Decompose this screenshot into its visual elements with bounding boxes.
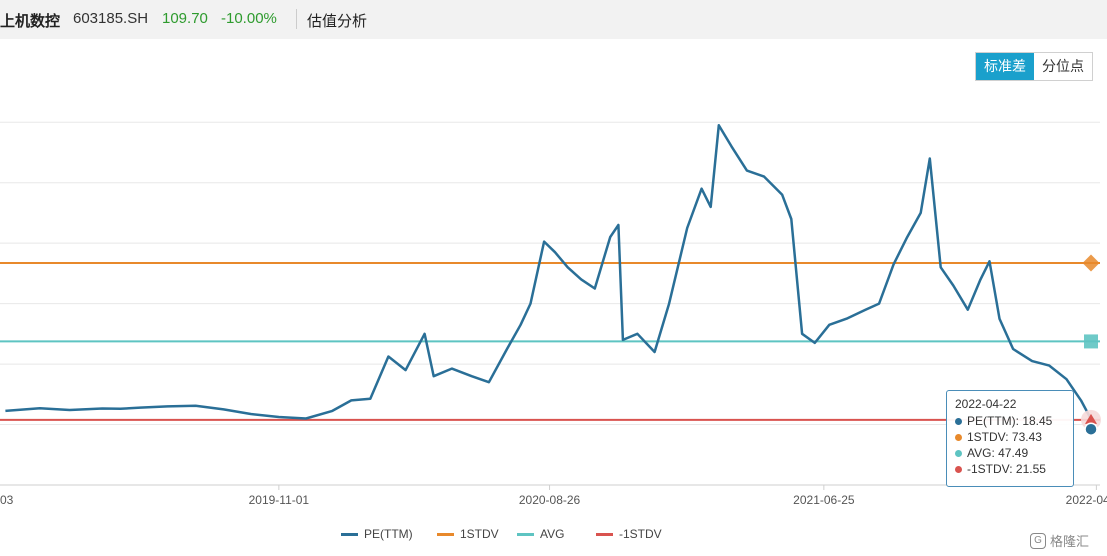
stock-name: 上机数控	[0, 13, 61, 30]
tooltip-row-avg: AVG: 47.49	[955, 445, 1065, 461]
x-tick-label: 2021-06-25	[793, 493, 855, 507]
stock-change: -10.00%	[221, 10, 277, 27]
watermark: G 格隆汇	[1030, 531, 1089, 550]
dot-icon	[955, 433, 962, 441]
legend-label: PE(TTM)	[364, 527, 413, 541]
legend-label: -1STDV	[619, 527, 662, 541]
series-line-pe	[5, 124, 1098, 430]
tooltip-value: -1STDV: 21.55	[967, 462, 1046, 476]
legend-swatch	[596, 532, 613, 536]
header-divider	[296, 9, 297, 29]
percentile-button[interactable]: 分位点	[1034, 53, 1092, 80]
marker-plus1	[1082, 254, 1100, 272]
tooltip-value: AVG: 47.49	[967, 446, 1029, 460]
legend-item-avg[interactable]: AVG	[517, 527, 564, 541]
chart-legend: PE(TTM) 1STDV AVG -1STDV	[0, 527, 1107, 547]
watermark-text: 格隆汇	[1050, 534, 1090, 549]
x-tick-label: 2022-04-22	[1066, 493, 1107, 507]
marker-pe	[1084, 422, 1098, 436]
legend-swatch	[517, 532, 534, 536]
legend-label: 1STDV	[460, 527, 499, 541]
dot-icon	[955, 449, 962, 457]
tooltip-value: 1STDV: 73.43	[967, 430, 1042, 444]
legend-label: AVG	[540, 527, 565, 541]
legend-item-plus1[interactable]: 1STDV	[437, 527, 499, 541]
legend-item-pe[interactable]: PE(TTM)	[341, 527, 413, 541]
x-tick-label: 2020-08-26	[519, 493, 581, 507]
legend-swatch	[437, 532, 454, 536]
std-dev-button[interactable]: 标准差	[976, 53, 1034, 80]
mode-toggle: 标准差 分位点	[975, 52, 1093, 81]
tooltip-date: 2022-04-22	[955, 397, 1017, 411]
tooltip-value: PE(TTM): 18.45	[967, 414, 1053, 428]
tooltip-row-pe: PE(TTM): 18.45	[955, 413, 1065, 429]
legend-swatch	[341, 532, 358, 536]
dot-icon	[955, 417, 962, 425]
logo-icon: G	[1030, 532, 1046, 549]
stock-price: 109.70	[162, 10, 208, 27]
tooltip-row-minus1: -1STDV: 21.55	[955, 461, 1065, 477]
header-bar: 上机数控 603185.SH 109.70 -10.00% 估值分析	[0, 0, 1107, 39]
marker-avg	[1084, 334, 1098, 349]
marker-minus1	[1085, 413, 1097, 424]
legend-item-minus1[interactable]: -1STDV	[596, 527, 662, 541]
chart-tooltip: 2022-04-22 PE(TTM): 18.45 1STDV: 73.43 A…	[946, 390, 1074, 487]
stock-code: 603185.SH	[73, 10, 149, 27]
tooltip-row-plus1: 1STDV: 73.43	[955, 429, 1065, 445]
pe-chart: 2019-11-01 2020-08-26 2021-06-25 2022-04-22…	[0, 121, 1107, 507]
dot-icon	[955, 465, 962, 473]
tab-valuation-analysis[interactable]: 估值分析	[307, 13, 368, 30]
x-tick-label: 03	[0, 493, 14, 507]
x-tick-label: 2019-11-01	[249, 493, 310, 507]
